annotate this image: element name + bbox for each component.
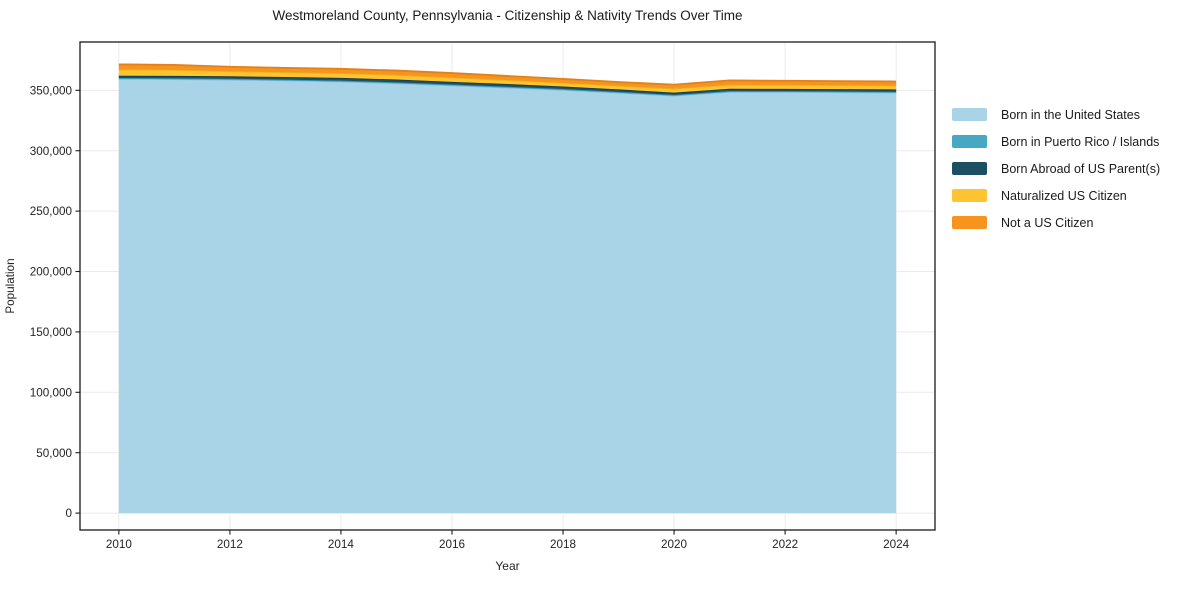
x-tick-label: 2024 [883, 538, 910, 551]
x-tick-label: 2020 [661, 538, 688, 551]
y-axis-label: Population [4, 258, 17, 313]
legend-label: Born Abroad of US Parent(s) [1001, 161, 1161, 176]
y-tick-label: 200,000 [30, 266, 73, 279]
legend-label: Naturalized US Citizen [1001, 188, 1127, 203]
y-tick-label: 150,000 [30, 326, 73, 339]
legend-swatch [952, 216, 987, 229]
x-tick-label: 2016 [439, 538, 465, 551]
area-edge-not-a-us-citizen [118, 63, 897, 86]
legend-item: Born Abroad of US Parent(s) [952, 155, 1160, 182]
area-born-in-the-united-states [118, 78, 897, 514]
legend-label: Not a US Citizen [1001, 215, 1094, 230]
legend-swatch [952, 162, 987, 175]
legend-item: Born in the United States [952, 101, 1160, 128]
legend-item: Naturalized US Citizen [952, 182, 1160, 209]
y-tick-label: 300,000 [30, 145, 73, 158]
x-tick-label: 2012 [217, 538, 243, 551]
y-tick-label: 250,000 [30, 205, 73, 218]
chart-title: Westmoreland County, Pennsylvania - Citi… [272, 8, 743, 23]
legend-swatch [952, 189, 987, 202]
x-axis-label: Year [495, 559, 520, 573]
legend: Born in the United States Born in Puerto … [952, 101, 1160, 236]
legend-label: Born in the United States [1001, 107, 1140, 122]
x-tick-label: 2018 [550, 538, 576, 551]
area-born-abroad-of-us-parent-s [118, 75, 897, 95]
y-tick-label: 100,000 [30, 386, 73, 399]
legend-item: Born in Puerto Rico / Islands [952, 128, 1160, 155]
legend-item: Not a US Citizen [952, 209, 1160, 236]
x-tick-label: 2010 [106, 538, 133, 551]
x-tick-label: 2014 [328, 538, 355, 551]
y-tick-label: 50,000 [36, 447, 72, 460]
y-tick-label: 350,000 [30, 84, 73, 97]
x-tick-label: 2022 [772, 538, 798, 551]
axes-box [79, 41, 936, 531]
y-tick-label: 0 [65, 507, 72, 520]
legend-label: Born in Puerto Rico / Islands [1001, 134, 1160, 149]
legend-swatch [952, 108, 987, 121]
legend-swatch [952, 135, 987, 148]
